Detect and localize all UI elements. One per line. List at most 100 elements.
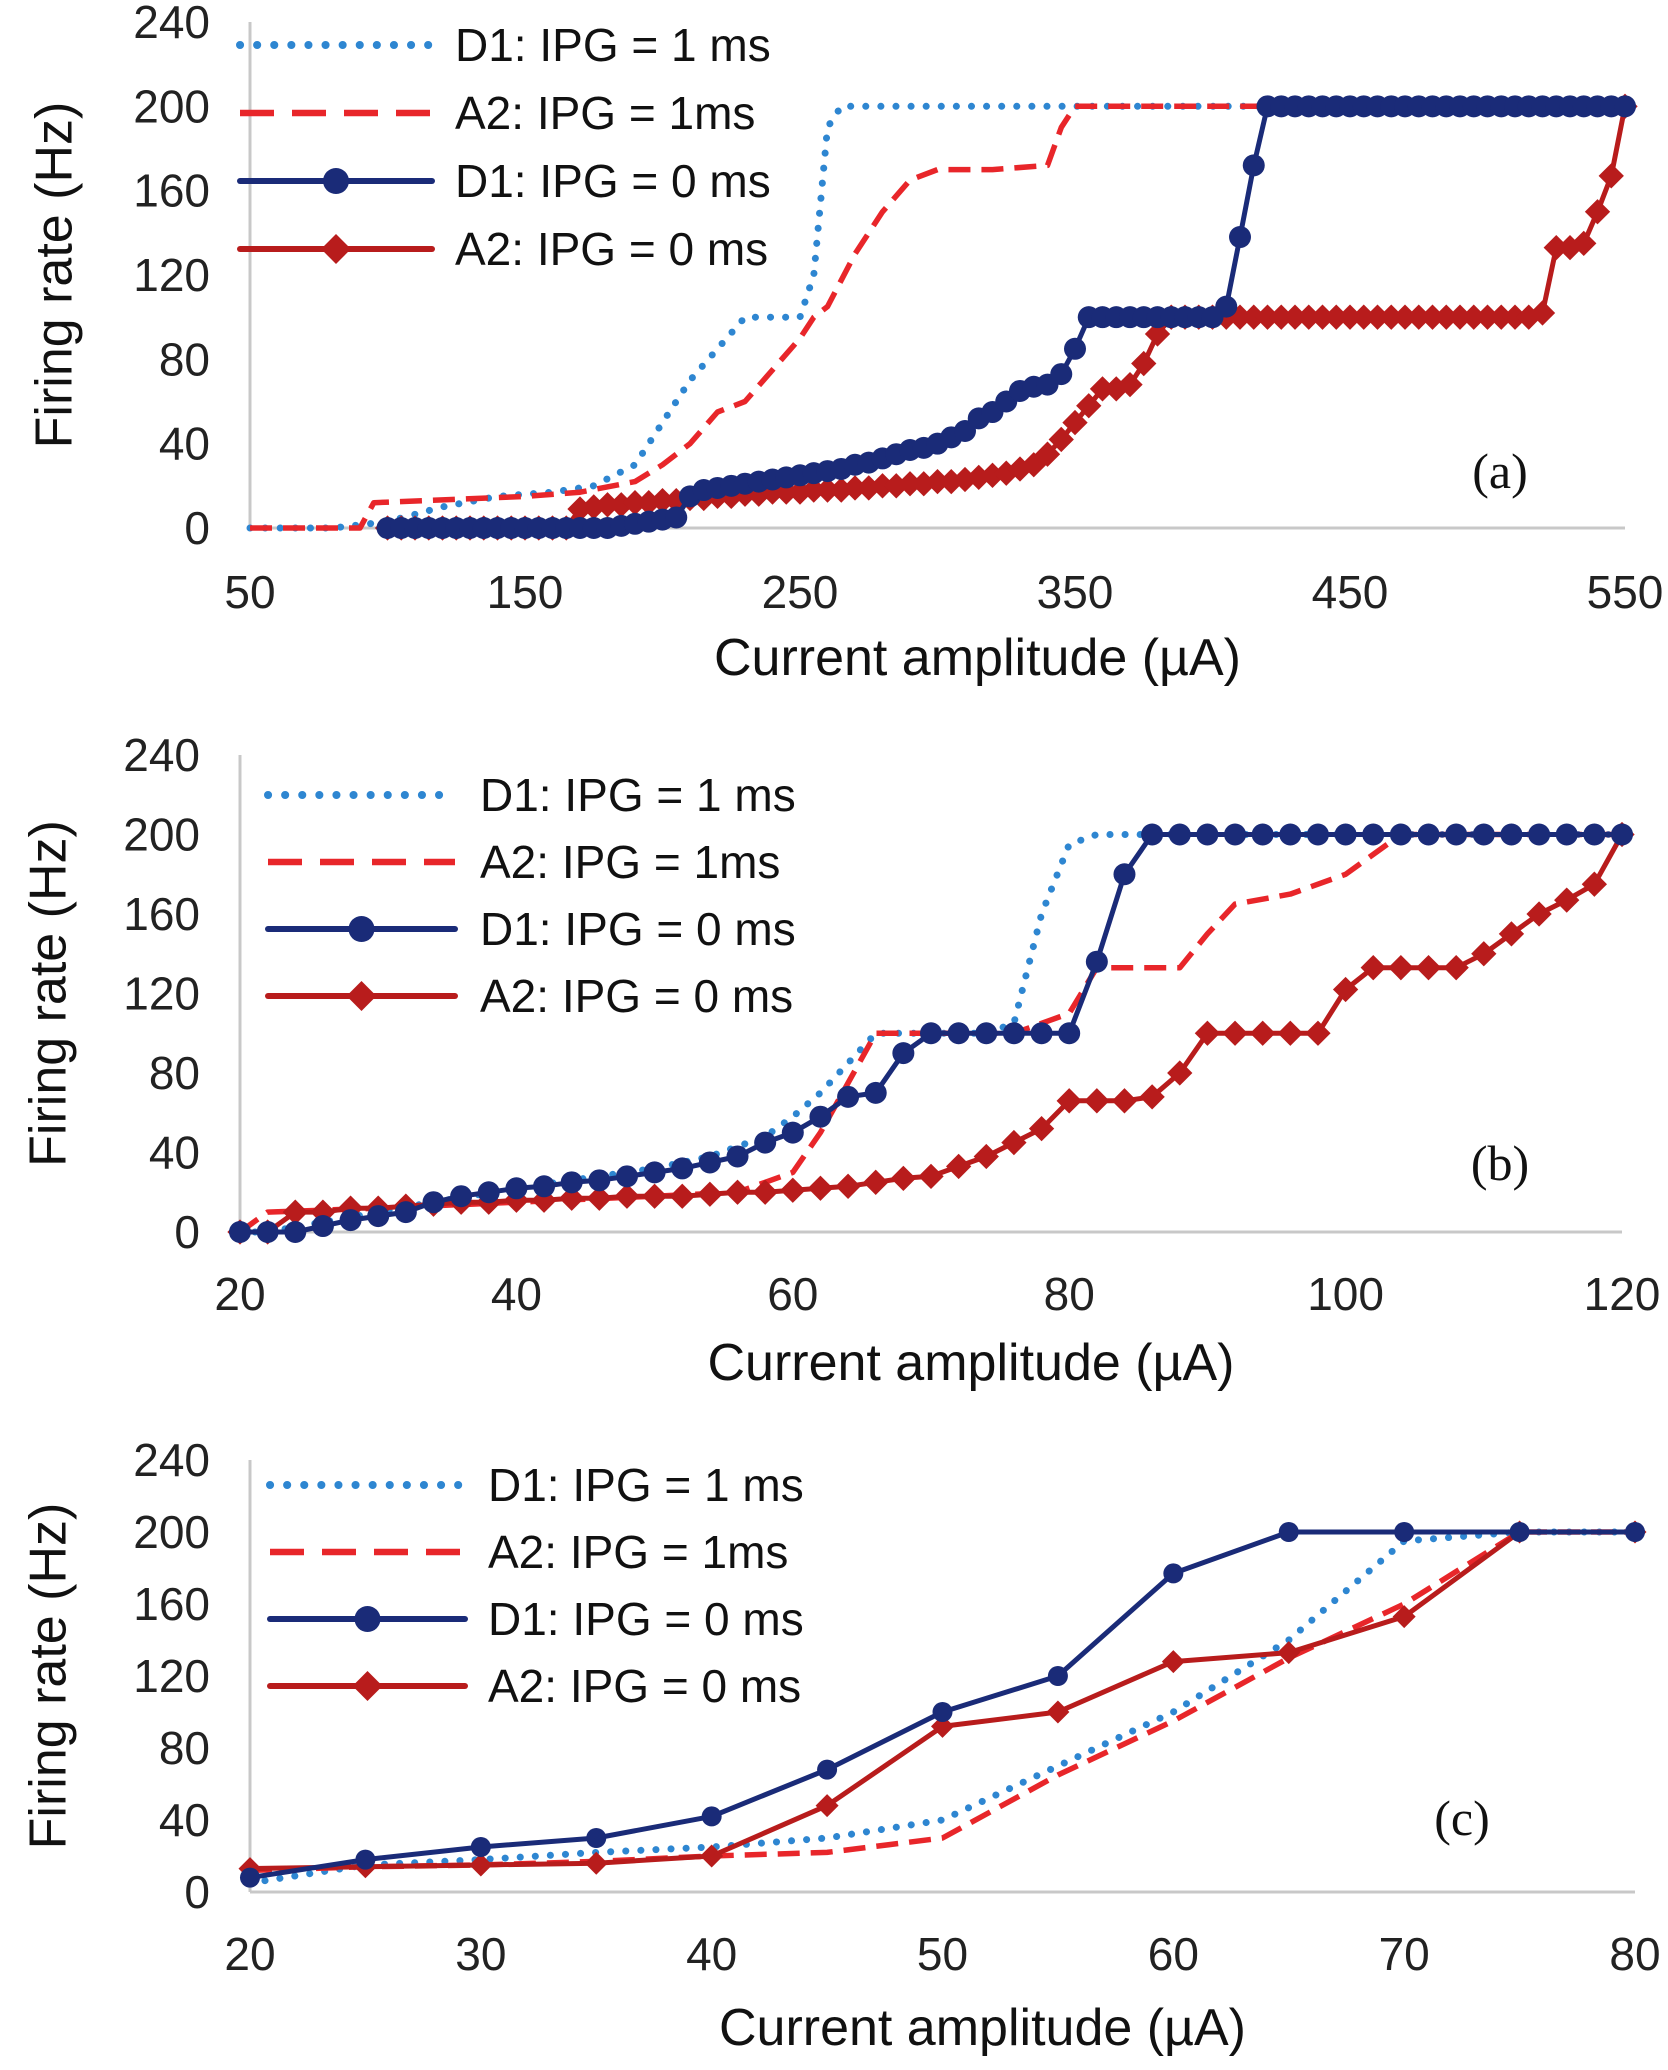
data-point: [614, 1183, 640, 1209]
y-tick-label: 200: [123, 809, 200, 861]
y-tick-label: 80: [149, 1047, 200, 1099]
series-a2-ipg-1ms: [250, 103, 1625, 531]
series-d1-ipg-0-ms: [240, 1522, 1645, 1888]
data-point: [1305, 1020, 1331, 1046]
series-a2-ipg-1ms: [249, 1529, 1635, 1874]
data-point: [1417, 823, 1440, 846]
data-point: [586, 1828, 607, 1848]
data-point: [1168, 823, 1191, 846]
x-tick-label: 60: [767, 1268, 818, 1320]
data-point: [1625, 1522, 1645, 1542]
data-point: [1306, 823, 1329, 846]
data-point: [1250, 1020, 1276, 1046]
data-point: [1001, 1129, 1027, 1156]
data-point: [1064, 337, 1086, 360]
x-tick-label: 250: [762, 566, 839, 618]
data-point: [1030, 1022, 1053, 1045]
y-tick-label: 0: [184, 502, 210, 554]
legend-entry: D1: IPG = 0 ms: [455, 155, 771, 207]
x-tick-label: 70: [1379, 1928, 1430, 1980]
data-point: [1222, 1020, 1248, 1046]
data-point: [1028, 1116, 1055, 1142]
data-point: [1388, 955, 1414, 981]
data-point: [1163, 1563, 1184, 1584]
data-point: [920, 1022, 942, 1045]
data-point: [1141, 823, 1164, 846]
data-point: [1167, 1060, 1193, 1086]
data-point: [1296, 304, 1322, 330]
y-tick-label: 240: [133, 1434, 210, 1486]
data-point: [1242, 154, 1265, 177]
data-point: [1062, 409, 1088, 436]
data-point: [1360, 955, 1386, 981]
data-point: [355, 1849, 376, 1870]
x-tick-label: 80: [1044, 1268, 1095, 1320]
y-tick-label: 160: [133, 165, 210, 217]
data-point: [1472, 823, 1495, 846]
y-axis-title: Firing rate (Hz): [20, 820, 78, 1167]
data-point: [641, 1183, 668, 1209]
series-line: [249, 1529, 1635, 1874]
x-tick-label: 40: [686, 1928, 737, 1980]
chart-panel-a: 0 40 80 120 160 200 240 50 150 250 350 450 550 Curren…: [26, 0, 1664, 687]
data-point: [339, 1209, 362, 1232]
data-point: [533, 1175, 556, 1198]
data-point: [559, 1185, 585, 1211]
data-point: [1471, 941, 1497, 967]
data-point: [781, 1121, 804, 1144]
chart-panel-b: 0 40 80 120 160 200 240 20 40 60 80 100 120 Current a…: [20, 729, 1661, 1392]
chart-panel-c: 0 40 80 120 160 200 240 20 30 40 50 60 70 80 Current a…: [20, 1434, 1661, 2057]
series-d1-ipg-1-ms: [246, 102, 1629, 532]
x-axis-title: Current amplitude (µA): [707, 1334, 1234, 1392]
data-point: [1584, 199, 1611, 225]
data-point: [1278, 1522, 1299, 1542]
legend-entry: A2: IPG = 0 ms: [488, 1660, 801, 1712]
data-point: [697, 1181, 723, 1207]
data-point: [837, 1085, 860, 1108]
y-tick-label: 160: [123, 888, 200, 940]
data-point: [724, 1179, 751, 1205]
data-point: [450, 1185, 473, 1208]
data-point: [700, 1844, 724, 1868]
x-tick-label: 350: [1037, 566, 1114, 618]
data-point: [1509, 1522, 1530, 1542]
data-point: [1443, 955, 1469, 981]
data-point: [1571, 230, 1597, 257]
data-point: [1144, 321, 1171, 347]
panel-label: (b): [1471, 1135, 1529, 1191]
data-point: [863, 1169, 889, 1195]
legend-entry: D1: IPG = 0 ms: [480, 903, 796, 955]
data-point: [815, 1794, 839, 1818]
data-point: [1526, 901, 1552, 927]
legend-entry: D1: IPG = 1 ms: [488, 1459, 804, 1511]
data-point: [1419, 304, 1446, 330]
y-tick-label: 40: [159, 1794, 210, 1846]
data-point: [1224, 823, 1247, 846]
data-point: [1309, 304, 1336, 330]
legend-marker: [323, 168, 349, 194]
legend-entry: A2: IPG = 1ms: [480, 836, 780, 888]
data-point: [1139, 1084, 1165, 1110]
x-tick-label: 150: [487, 566, 564, 618]
data-point: [1251, 823, 1274, 846]
data-point: [615, 1165, 638, 1188]
data-point: [924, 468, 951, 495]
data-point: [890, 1165, 917, 1191]
data-point: [1474, 304, 1501, 330]
data-point: [477, 1181, 500, 1204]
data-point: [671, 1157, 694, 1180]
data-point: [835, 1173, 861, 1199]
x-tick-label: 40: [491, 1268, 542, 1320]
data-point: [282, 1199, 308, 1225]
data-point: [1277, 1020, 1303, 1046]
data-point: [594, 492, 621, 518]
data-point: [754, 1131, 777, 1154]
data-point: [814, 477, 841, 503]
data-point: [1229, 226, 1251, 249]
data-point: [780, 1177, 806, 1203]
data-point: [1364, 304, 1391, 330]
legend-entry: A2: IPG = 1ms: [488, 1526, 788, 1578]
series-line: [246, 102, 1629, 532]
data-point: [892, 1042, 915, 1065]
y-tick-label: 200: [133, 1506, 210, 1558]
